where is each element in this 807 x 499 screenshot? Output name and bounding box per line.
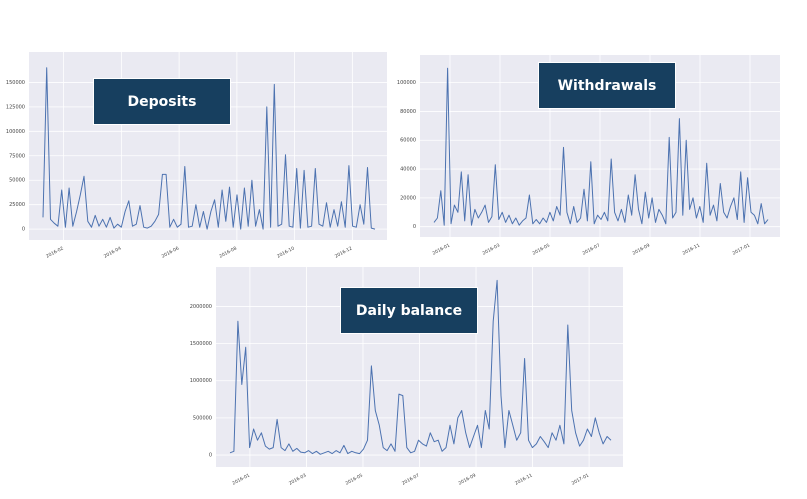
y-tick-label: 1500000 [190,341,212,347]
chart-title-daily-balance: Daily balance [340,287,478,334]
y-tick-label: 500000 [193,415,212,421]
y-tick-label: 1000000 [190,378,212,384]
y-tick-label: 40000 [400,167,416,173]
y-tick-label: 80000 [400,109,416,115]
y-tick-label: 150000 [6,80,25,86]
x-tick-label: 2016-01 [231,472,251,486]
y-tick-label: 75000 [9,153,25,159]
series-line [42,67,376,230]
y-tick-label: 0 [413,224,416,230]
chart-title-deposits: Deposits [93,78,231,125]
y-tick-label: 2000000 [190,304,212,310]
x-tick-label: 2016-03 [288,472,308,486]
x-tick-label: 2017-01 [571,472,591,486]
y-tick-label: 20000 [400,195,416,201]
series-line [229,279,612,455]
y-tick-label: 0 [209,453,212,459]
x-tick-label: 2016-05 [344,472,364,486]
chart-title-withdrawals: Withdrawals [538,62,676,109]
y-tick-label: 100000 [6,129,25,135]
series-line [433,67,769,226]
y-tick-label: 60000 [400,138,416,144]
y-tick-label: 50000 [9,178,25,184]
y-tick-label: 0 [22,227,25,233]
x-tick-label: 2016-11 [514,472,534,486]
y-tick-label: 100000 [397,80,416,86]
x-tick-label: 2016-07 [401,472,421,486]
y-tick-label: 25000 [9,202,25,208]
x-tick-label: 2016-09 [458,472,478,486]
y-tick-label: 125000 [6,104,25,110]
